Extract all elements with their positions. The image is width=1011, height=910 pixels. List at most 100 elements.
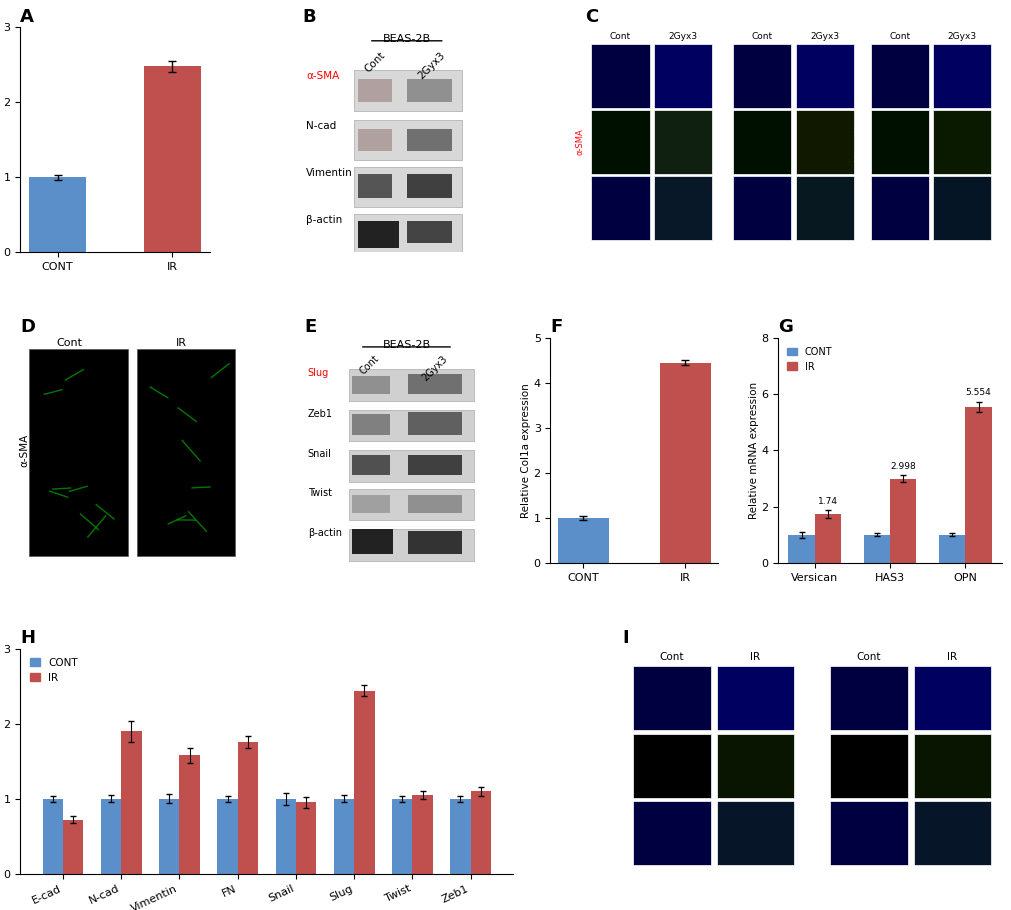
Text: 5.554: 5.554 [964, 389, 991, 398]
Text: BEAS-2B: BEAS-2B [382, 340, 430, 350]
Bar [795, 177, 853, 240]
Text: DAPI: DAPI [617, 688, 626, 709]
FancyBboxPatch shape [349, 530, 473, 561]
Text: 2Gyx3: 2Gyx3 [416, 50, 447, 81]
FancyBboxPatch shape [406, 128, 452, 151]
Bar [42, 799, 63, 874]
Text: IR: IR [749, 652, 759, 662]
Text: β-actin: β-actin [306, 216, 343, 226]
Text: IR: IR [176, 338, 187, 348]
Text: DAPI: DAPI [854, 66, 863, 86]
Bar [795, 45, 853, 108]
Bar [732, 177, 791, 240]
FancyBboxPatch shape [357, 79, 391, 102]
Bar [732, 110, 791, 174]
Bar [334, 799, 354, 874]
Bar [913, 733, 991, 797]
Text: 1.74: 1.74 [817, 497, 837, 506]
Bar [932, 177, 991, 240]
FancyBboxPatch shape [352, 530, 393, 554]
Bar [938, 535, 964, 563]
Bar [557, 518, 609, 563]
Text: N-cadherin: N-cadherin [617, 741, 626, 791]
Text: Merge: Merge [617, 819, 626, 847]
Bar [653, 177, 712, 240]
Text: I: I [622, 629, 629, 647]
Text: Cont: Cont [889, 32, 910, 41]
Text: Cont: Cont [659, 652, 683, 662]
Text: Twist: Twist [307, 488, 332, 498]
Y-axis label: Relative mRNA expression: Relative mRNA expression [748, 382, 758, 519]
FancyBboxPatch shape [354, 119, 461, 160]
Text: 2Gyx3: 2Gyx3 [810, 32, 838, 41]
Text: Merge: Merge [575, 195, 584, 221]
Text: Slug: Slug [307, 369, 329, 379]
FancyBboxPatch shape [406, 79, 452, 102]
FancyBboxPatch shape [349, 450, 473, 482]
Bar [391, 799, 412, 874]
Text: Merge: Merge [814, 819, 823, 847]
Bar [814, 514, 840, 563]
FancyBboxPatch shape [354, 70, 461, 111]
Y-axis label: Relative Col1a expression: Relative Col1a expression [521, 383, 531, 518]
Text: E: E [303, 318, 315, 337]
Bar [932, 110, 991, 174]
FancyBboxPatch shape [357, 128, 391, 151]
FancyBboxPatch shape [407, 412, 462, 435]
Text: A: A [20, 8, 34, 25]
Bar [470, 791, 490, 874]
Text: Cont: Cont [357, 354, 380, 377]
Bar [862, 535, 890, 563]
Bar [795, 110, 853, 174]
Text: α-SMA: α-SMA [575, 128, 584, 156]
Bar [716, 801, 794, 865]
Bar [913, 666, 991, 730]
Legend: CONT, IR: CONT, IR [783, 343, 835, 376]
Bar [590, 177, 649, 240]
FancyBboxPatch shape [349, 410, 473, 441]
Text: Zeb1: Zeb1 [307, 409, 333, 419]
Bar [63, 820, 83, 874]
Bar [217, 799, 238, 874]
Text: Merge: Merge [717, 195, 726, 221]
FancyBboxPatch shape [349, 369, 473, 401]
Bar [653, 45, 712, 108]
Text: B: B [302, 8, 315, 25]
Bar [788, 535, 814, 563]
Bar [830, 733, 907, 797]
FancyBboxPatch shape [352, 495, 389, 513]
Bar [964, 407, 991, 563]
Bar [633, 666, 710, 730]
Bar [633, 733, 710, 797]
Text: 2Gyx3: 2Gyx3 [420, 354, 449, 383]
Text: C: C [584, 8, 598, 25]
FancyBboxPatch shape [349, 489, 473, 521]
Bar [659, 363, 710, 563]
Bar [869, 177, 928, 240]
Bar [590, 110, 649, 174]
Text: Snail: Snail [307, 450, 332, 460]
Bar [932, 45, 991, 108]
Bar [913, 801, 991, 865]
Text: 2Gyx3: 2Gyx3 [946, 32, 976, 41]
Text: DAPI: DAPI [814, 688, 823, 709]
Text: α-SMA: α-SMA [19, 434, 29, 467]
FancyBboxPatch shape [352, 455, 389, 475]
Text: Merge: Merge [854, 195, 863, 221]
Bar [101, 799, 121, 874]
Text: Cont: Cont [856, 652, 881, 662]
FancyBboxPatch shape [352, 376, 389, 394]
Bar [890, 479, 916, 563]
Bar [121, 731, 142, 874]
Bar [716, 666, 794, 730]
FancyBboxPatch shape [406, 221, 452, 243]
Text: D: D [20, 318, 35, 337]
FancyBboxPatch shape [406, 174, 452, 198]
Text: Cont: Cont [610, 32, 630, 41]
Bar [412, 794, 433, 874]
Text: Cont: Cont [362, 50, 386, 75]
FancyBboxPatch shape [352, 414, 389, 435]
Bar [295, 803, 316, 874]
FancyBboxPatch shape [357, 174, 391, 198]
Text: IR: IR [946, 652, 956, 662]
